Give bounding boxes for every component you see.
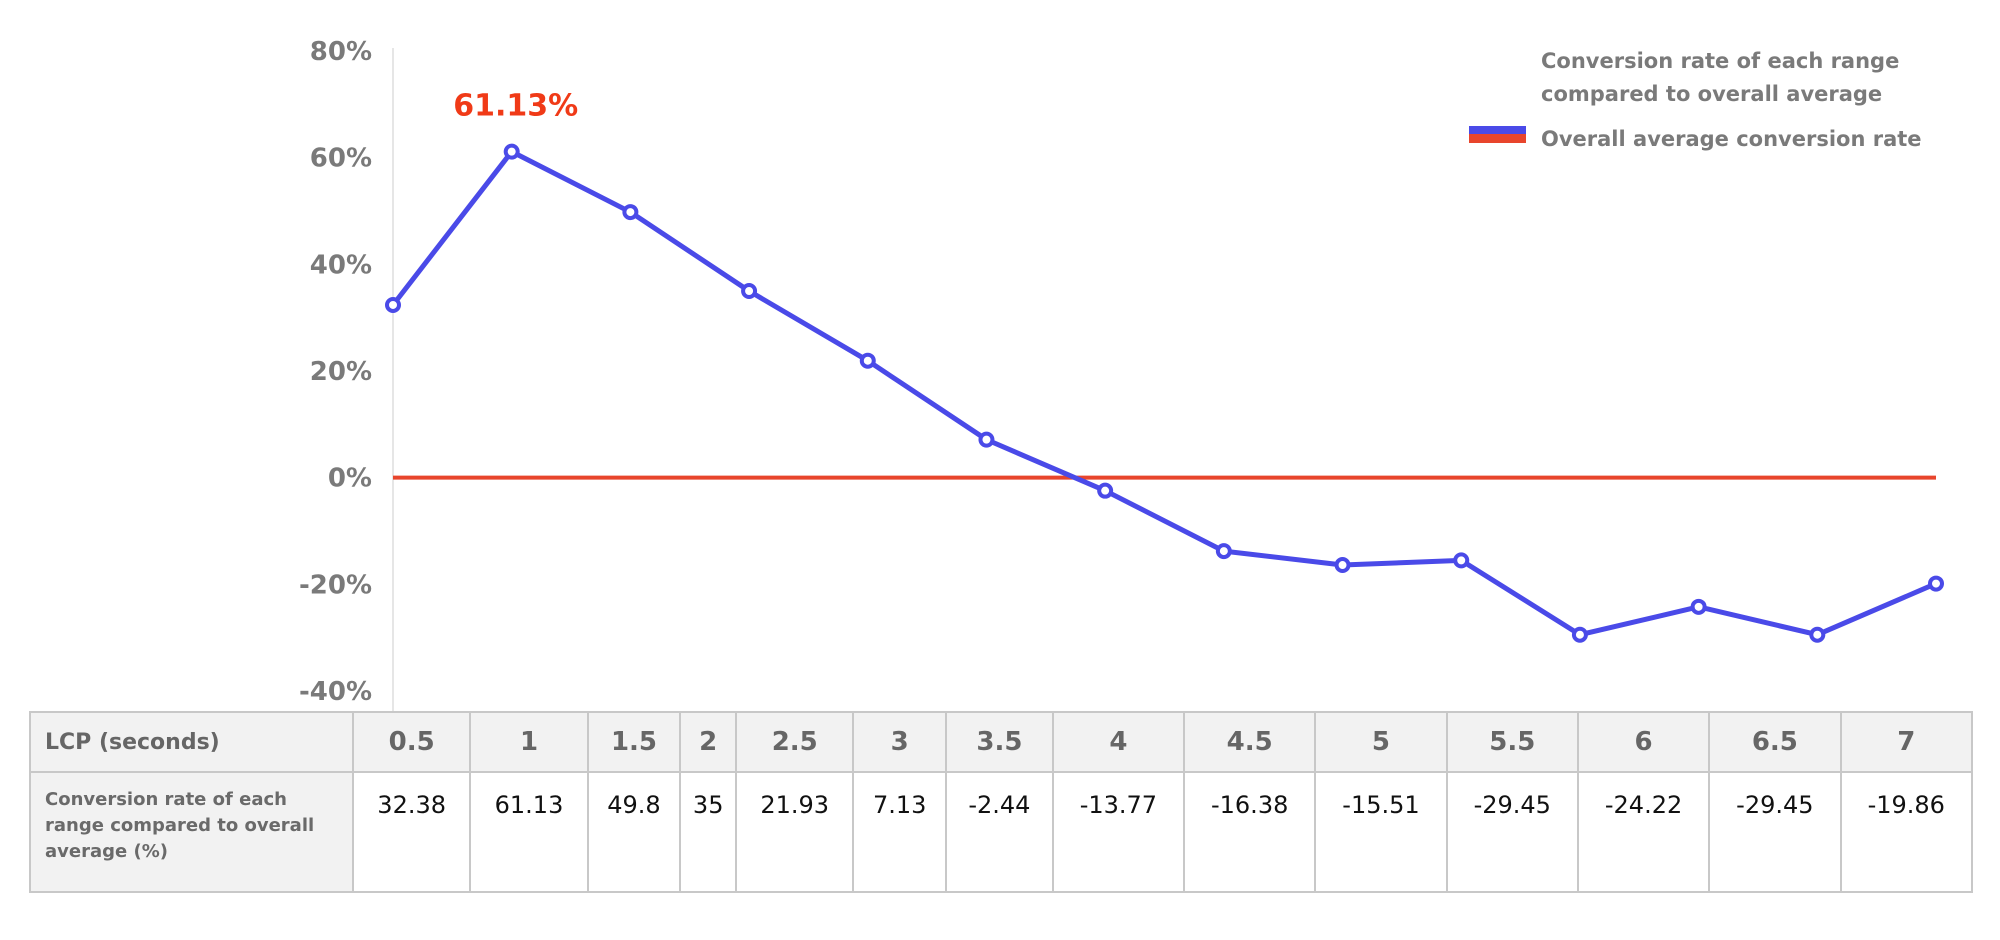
- header-cell: 2.5: [735, 711, 855, 773]
- legend: Conversion rate of each range compared to…: [1469, 49, 1922, 151]
- y-tick-label: 80%: [310, 37, 372, 67]
- legend-swatch-blue: [1469, 126, 1526, 135]
- value-cell: -15.51: [1314, 771, 1448, 893]
- data-point: [1453, 552, 1470, 569]
- header-label: LCP (seconds): [29, 711, 354, 773]
- data-point: [503, 143, 520, 160]
- legend-swatch-red: [1469, 134, 1526, 143]
- header-cell: 6: [1576, 711, 1711, 773]
- line-chart: 80% 60% 40% 20% 0% -20% -40% 61.13% Conversion…: [299, 37, 1944, 712]
- y-tick-label: -40%: [299, 677, 372, 707]
- value-cell: 32.38: [351, 771, 472, 893]
- header-cell: 3.5: [945, 711, 1054, 773]
- value-cell: 35: [679, 771, 738, 893]
- data-point: [859, 352, 876, 369]
- data-point: [1928, 575, 1944, 592]
- y-tick-label: -20%: [299, 570, 372, 600]
- header-cell: 4.5: [1183, 711, 1317, 773]
- value-cell: 21.93: [735, 771, 855, 893]
- header-cell: 3: [852, 711, 948, 773]
- header-cell: 1.5: [586, 711, 682, 773]
- value-cell: -29.45: [1708, 771, 1842, 893]
- value-cell: -13.77: [1051, 771, 1186, 893]
- table-header-row: LCP (seconds) 0.5 1 1.5 2 2.5 3 3.5 4 4.5 5 5.5 6 6.…: [29, 711, 1974, 773]
- value-cell: -16.38: [1183, 771, 1317, 893]
- data-point: [1097, 482, 1114, 499]
- data-point: [1571, 626, 1588, 643]
- header-cell: 5.5: [1445, 711, 1579, 773]
- legend-label-overall-average: Overall average conversion rate: [1541, 127, 1922, 151]
- value-cell: 61.13: [469, 771, 589, 893]
- y-tick-label: 40%: [310, 250, 372, 280]
- peak-annotation: 61.13%: [453, 89, 578, 124]
- header-cell: 5: [1314, 711, 1448, 773]
- y-tick-label: 60%: [310, 144, 372, 174]
- table-value-row: Conversion rate of each range compared t…: [29, 771, 1974, 893]
- data-point: [1334, 557, 1351, 574]
- data-point: [622, 204, 639, 221]
- data-point: [741, 283, 758, 299]
- data-point: [385, 296, 401, 313]
- value-cell: -19.86: [1839, 771, 1974, 893]
- header-cell: 0.5: [351, 711, 472, 773]
- row-label: Conversion rate of each range compared t…: [29, 771, 354, 893]
- header-cell: 2: [679, 711, 738, 773]
- value-cell: 7.13: [852, 771, 948, 893]
- legend-label-conversion-rate: Conversion rate of each range compared to…: [1541, 49, 1899, 106]
- header-cell: 6.5: [1708, 711, 1842, 773]
- data-point: [1215, 543, 1232, 560]
- conversion-rate-line: [391, 149, 1937, 638]
- y-tick-label: 0%: [328, 464, 372, 494]
- value-cell: -24.22: [1576, 771, 1711, 893]
- data-table: LCP (seconds) 0.5 1 1.5 2 2.5 3 3.5 4 4.5 5 5.5 6 6.…: [29, 711, 1974, 893]
- value-cell: -29.45: [1445, 771, 1579, 893]
- data-point: [978, 431, 995, 448]
- data-point: [1690, 598, 1707, 615]
- value-cell: 49.8: [586, 771, 682, 893]
- header-cell: 4: [1051, 711, 1186, 773]
- header-cell: 1: [469, 711, 589, 773]
- header-cell: 7: [1839, 711, 1974, 773]
- y-tick-label: 20%: [310, 357, 372, 387]
- value-cell: -2.44: [945, 771, 1054, 893]
- data-point: [1809, 626, 1826, 643]
